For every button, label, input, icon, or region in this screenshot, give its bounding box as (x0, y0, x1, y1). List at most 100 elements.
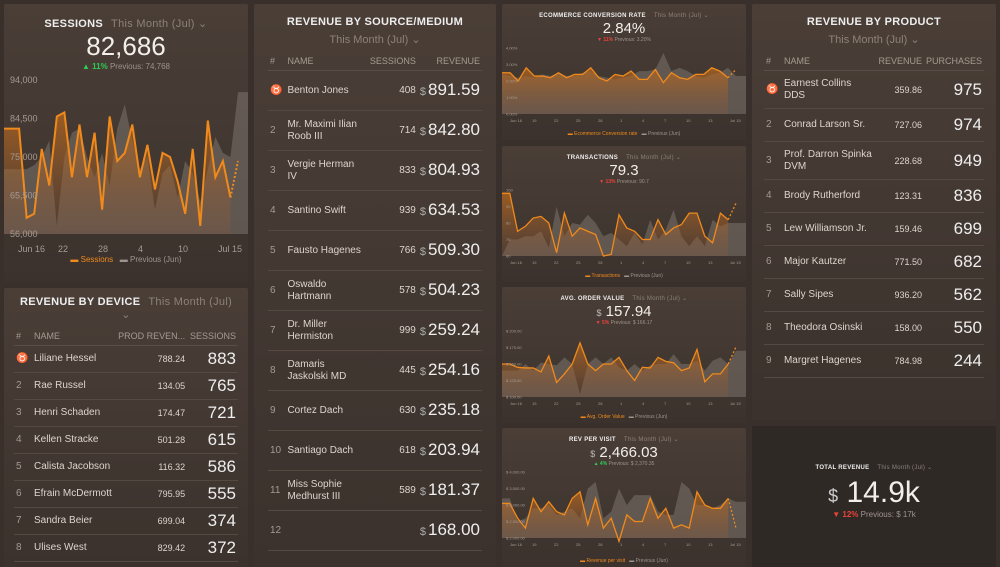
previous-value: Previous: $ 2,370.35 (608, 461, 655, 467)
y-tick-label: $ 200.00 (506, 329, 522, 334)
table-row[interactable]: 8 Theodora Osinski 158.00 550 (764, 311, 984, 345)
table-row[interactable]: 6 Oswaldo Hartmann 578 $504.23 (268, 270, 482, 311)
table-row[interactable]: 2 Rae Russel 134.05 765 (14, 372, 238, 400)
table-row[interactable]: ♉ Liliane Hessel 788.24 883 (14, 345, 238, 373)
legend-previous: Previous (Jun) (130, 255, 182, 264)
table-row[interactable]: 4 Brody Rutherford 123.31 836 (764, 179, 984, 213)
metric-panel: REV PER VISIT This Month (Jul) ⌄ $ 2,466.… (502, 428, 746, 567)
table-row[interactable]: 8 Ulises West 829.42 372 (14, 534, 238, 562)
x-tick-label: 4 (642, 260, 645, 265)
period-dropdown[interactable]: This Month (Jul) ⌄ (632, 296, 688, 302)
legend-current: Sessions (80, 255, 114, 264)
period-label: This Month (Jul) (632, 296, 681, 302)
table-row[interactable]: 9 Margret Hagenes 784.98 244 (764, 344, 984, 378)
row-revenue: 804.93 (428, 159, 480, 179)
panel-title: TOTAL REVENUE (815, 465, 870, 471)
table-row[interactable]: 3 Henri Schaden 174.47 721 (14, 399, 238, 427)
row-revenue: 509.30 (428, 239, 480, 259)
table-row[interactable]: ♉ Benton Jones 408 $891.59 (268, 70, 482, 111)
row-purchases: 682 (923, 245, 984, 279)
table-row[interactable]: 11 Miss Sophie Medhurst III 589 $181.37 (268, 470, 482, 511)
table-row[interactable]: 9 Cortez Dach 630 $235.18 (268, 390, 482, 431)
table-row[interactable]: 12 $168.00 (268, 510, 482, 551)
row-revenue: 727.06 (876, 108, 924, 142)
table-row[interactable]: 3 Prof. Darron Spinka DVM 228.68 949 (764, 141, 984, 180)
row-name: Santino Swift (285, 190, 368, 231)
projection-line (727, 346, 737, 365)
current-series-line (502, 66, 729, 84)
period-dropdown[interactable]: This Month (Jul) ⌄ (623, 437, 680, 443)
period-dropdown[interactable]: This Month (Jul) ⌄ (877, 465, 933, 471)
row-revenue: 788.24 (115, 345, 188, 373)
rank: 8 (766, 322, 772, 333)
period-dropdown[interactable]: This Month (Jul) ⌄ (329, 34, 421, 46)
column-header[interactable]: SESSIONS (187, 328, 238, 346)
row-sessions: 766 (367, 230, 418, 271)
table-row[interactable]: ♉ Earnest Collins DDS 359.86 975 (764, 70, 984, 109)
x-tick-label: 25 (576, 401, 581, 406)
row-name: Margret Hagenes (781, 344, 877, 378)
row-sessions: 586 (187, 453, 238, 481)
legend-current: Ecommerce Conversion rate (574, 131, 638, 137)
row-name: Benton Jones (285, 70, 368, 111)
table-row[interactable]: 2 Conrad Larson Sr. 727.06 974 (764, 108, 984, 142)
period-dropdown[interactable]: This Month (Jul) ⌄ (828, 34, 920, 46)
row-revenue-cell: $203.94 (417, 430, 482, 471)
period-dropdown[interactable]: This Month (Jul) ⌄ (111, 18, 208, 30)
x-tick-label: 22 (554, 118, 559, 123)
period-label: This Month (Jul) (877, 465, 926, 471)
current-series-line (502, 192, 729, 257)
row-name (285, 510, 368, 551)
table-row[interactable]: 10 Santiago Dach 618 $203.94 (268, 430, 482, 471)
panel-title: REVENUE BY SOURCE/MEDIUM (286, 16, 464, 28)
row-rank: 2 (268, 110, 286, 151)
column-header[interactable]: REVENUE (417, 53, 482, 71)
row-revenue: 784.98 (876, 344, 924, 378)
row-sessions: 939 (367, 190, 418, 231)
period-label: This Month (Jul) (148, 296, 233, 308)
table-row[interactable]: 6 Major Kautzer 771.50 682 (764, 245, 984, 279)
table-row[interactable]: 5 Fausto Hagenes 766 $509.30 (268, 230, 482, 271)
row-sessions: 578 (367, 270, 418, 311)
x-tick-label: 1 (620, 260, 623, 265)
panel-title: AVG. ORDER VALUE (560, 296, 625, 302)
row-revenue: 634.53 (428, 199, 480, 219)
metric-value: 2.84% (502, 20, 746, 37)
currency-symbol: $ (419, 85, 426, 98)
row-name: Earnest Collins DDS (781, 70, 877, 109)
period-dropdown[interactable]: This Month (Jul) ⌄ (653, 13, 709, 19)
row-rank: 12 (268, 510, 286, 551)
row-revenue: 259.24 (428, 319, 480, 339)
row-name: Ulises West (32, 534, 116, 562)
x-tick-label: 4 (642, 542, 645, 547)
column-header[interactable]: PURCHASES (923, 53, 984, 71)
metric-chart: $ 200.00 $ 175.00 $ 150.00 $ 125.00 $ 100.00… (502, 329, 746, 406)
table-row[interactable]: 7 Dr. Miller Hermiston 999 $259.24 (268, 310, 482, 351)
y-tick-label: 3.00% (506, 62, 518, 67)
column-header[interactable]: REVENUE (876, 53, 924, 71)
table-row[interactable]: 3 Vergie Herman IV 833 $804.93 (268, 150, 482, 191)
metric-panel: AVG. ORDER VALUE This Month (Jul) ⌄ $ 157… (502, 287, 746, 423)
rank: 6 (270, 284, 276, 296)
panel-title: ECOMMERCE CONVERSION RATE (539, 13, 646, 19)
column-header[interactable]: SESSIONS (367, 53, 418, 71)
row-revenue-cell: $168.00 (417, 510, 482, 551)
table-row[interactable]: 7 Sally Sipes 936.20 562 (764, 278, 984, 312)
row-rank: 5 (268, 230, 286, 271)
period-dropdown[interactable]: This Month (Jul) ⌄ (121, 296, 233, 321)
column-header[interactable]: PROD REVEN... (115, 328, 188, 346)
currency-symbol: $ (828, 486, 839, 506)
table-row[interactable]: 4 Santino Swift 939 $634.53 (268, 190, 482, 231)
table-row[interactable]: 4 Kellen Stracke 501.28 615 (14, 426, 238, 454)
row-sessions: 445 (367, 350, 418, 391)
metric-value: $ 157.94 (502, 303, 746, 320)
previous-value: Previous: $ 166.17 (610, 320, 653, 326)
table-row[interactable]: 7 Sandra Beier 699.04 374 (14, 507, 238, 535)
table-row[interactable]: 5 Calista Jacobson 116.32 586 (14, 453, 238, 481)
period-dropdown[interactable]: This Month (Jul) ⌄ (626, 155, 682, 161)
table-row[interactable]: 6 Efrain McDermott 795.95 555 (14, 480, 238, 508)
table-row[interactable]: 2 Mr. Maximi Ilian Roob III 714 $842.80 (268, 110, 482, 151)
table-row[interactable]: 5 Lew Williamson Jr. 159.46 699 (764, 212, 984, 246)
table-row[interactable]: 8 Damaris Jaskolski MD 445 $254.16 (268, 350, 482, 391)
row-rank: 7 (268, 310, 286, 351)
